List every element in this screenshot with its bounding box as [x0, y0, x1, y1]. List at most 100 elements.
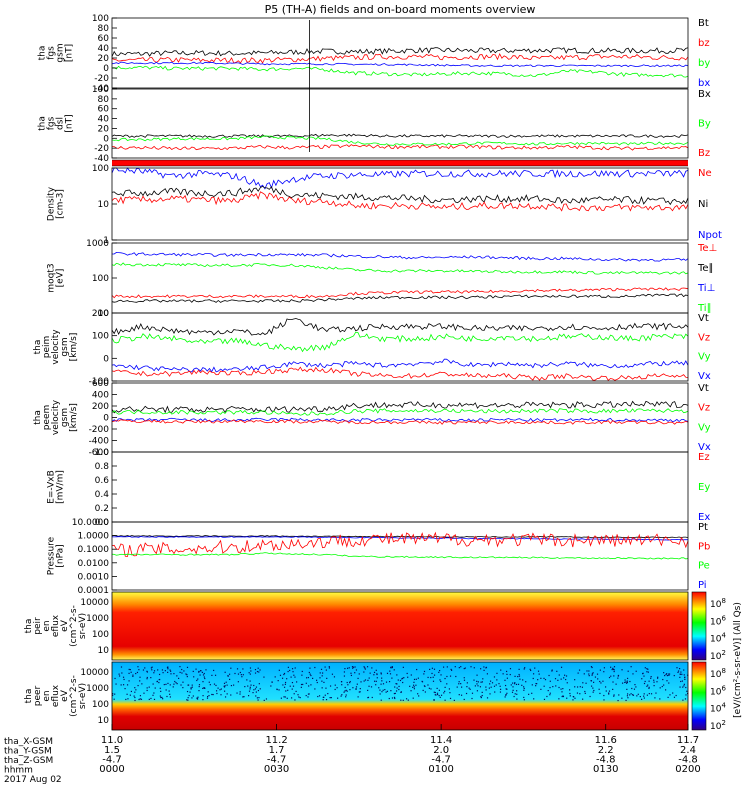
spectrogram-noise — [209, 684, 211, 686]
spectrogram-noise — [498, 683, 500, 685]
y-axis-label: tha peer en eflux eV (cm^2-s-sr-eV) — [24, 675, 88, 717]
spectrogram-noise — [336, 687, 338, 689]
legend-entry: Ni — [698, 199, 708, 210]
spectrogram-noise — [305, 682, 307, 684]
spectrogram-noise — [300, 683, 303, 686]
spectrogram-noise — [196, 698, 199, 700]
spectrogram-noise — [263, 676, 265, 678]
spectrogram-noise — [240, 674, 242, 676]
spectrogram-noise — [534, 667, 536, 669]
y-axis-label-line: eflux — [51, 684, 61, 707]
spectrogram-noise — [517, 683, 520, 685]
spectrogram-noise — [389, 673, 392, 675]
y-axis-label-line: peir — [33, 617, 43, 635]
series-line-green — [111, 65, 689, 78]
spectrogram-noise — [621, 682, 624, 684]
panel-frame — [111, 451, 689, 523]
spectrogram-noise — [368, 685, 370, 687]
spectrogram-noise — [518, 675, 521, 677]
spectrogram-noise — [181, 672, 183, 674]
spectrogram-noise — [249, 680, 251, 682]
spectrogram-noise — [591, 666, 593, 669]
spectrogram-noise — [673, 674, 675, 677]
spectrogram-noise — [355, 686, 358, 688]
spectrogram-noise — [280, 697, 282, 699]
y-axis-label-line: gsm — [60, 408, 70, 427]
spectrogram-noise — [113, 698, 115, 700]
spectrogram-noise — [629, 694, 631, 696]
spectrogram-noise — [625, 681, 627, 683]
spectrogram-noise — [428, 687, 430, 689]
spectrogram-noise — [201, 671, 203, 674]
spectrogram-noise — [458, 681, 460, 683]
spectrogram-noise — [283, 696, 285, 698]
footer-value: 2.0 — [433, 745, 449, 756]
spectrogram-noise — [385, 681, 388, 683]
spectrogram-noise — [594, 676, 597, 678]
spectrogram-noise — [635, 686, 637, 688]
spectrogram-noise — [343, 691, 345, 693]
spectrogram-noise — [118, 675, 121, 677]
spectrogram-noise — [490, 686, 492, 688]
spectrogram-noise — [618, 694, 620, 696]
spectrogram-noise — [662, 678, 664, 681]
y-tick-label: 10 — [98, 309, 110, 319]
spectrogram-noise — [491, 682, 494, 684]
spectrogram-noise — [418, 695, 420, 697]
footer-value: 1.7 — [269, 745, 285, 756]
spectrogram-noise — [450, 669, 453, 671]
legend-entry: Vz — [698, 332, 710, 343]
spectrogram-noise — [439, 696, 441, 698]
spectrogram-noise — [230, 684, 233, 687]
spectrogram-noise — [135, 689, 137, 691]
spectrogram-noise — [635, 670, 637, 672]
spectrogram-noise — [401, 678, 403, 680]
spectrogram-noise — [436, 693, 439, 696]
spectrogram-noise — [354, 666, 356, 668]
colorbar-tick-label: 106 — [710, 684, 726, 697]
spectrogram-noise — [253, 684, 255, 687]
footer-value: -4.8 — [596, 755, 616, 766]
spectrogram-noise — [440, 694, 443, 696]
spectrogram-noise — [163, 683, 165, 686]
spectrogram-noise — [648, 692, 650, 695]
spectrogram-noise — [380, 683, 382, 685]
panel-frame — [111, 382, 689, 453]
spectrogram-noise — [328, 667, 331, 669]
y-axis-label: tha peir en eflux eV (cm^2-s-sr-eV) — [24, 605, 88, 647]
spectrogram-noise — [615, 683, 617, 685]
spectrogram-noise — [183, 670, 185, 672]
spectrogram-noise — [186, 674, 188, 676]
spectrogram-noise — [192, 670, 194, 673]
footer-row-label: tha_Z-GSM — [4, 756, 53, 766]
spectrogram-noise — [367, 679, 369, 681]
spectrogram-noise — [650, 677, 652, 679]
spectrogram-noise — [292, 685, 295, 687]
spectrogram-noise — [681, 673, 683, 675]
spectrogram-noise — [661, 685, 663, 688]
spectrogram-noise — [626, 681, 628, 683]
spectrogram-noise — [168, 690, 170, 692]
footer-value: 0000 — [99, 764, 124, 775]
y-axis-label-line: fgs — [47, 46, 57, 60]
spectrogram-noise — [114, 677, 116, 680]
spectrogram-noise — [510, 684, 512, 686]
spectrogram-noise — [153, 698, 156, 700]
spectrogram-noise — [329, 685, 332, 687]
series-line-red — [111, 531, 689, 557]
spectrogram-noise — [395, 690, 398, 692]
colorbar-tick-label: 108 — [710, 667, 726, 680]
spectrogram-noise — [585, 682, 587, 684]
spectrogram-noise — [547, 689, 549, 692]
spectrogram-noise — [413, 688, 415, 690]
spectrogram-noise — [153, 672, 155, 674]
spectrogram-noise — [139, 676, 141, 678]
spectrogram-noise — [215, 690, 218, 692]
spectrogram-noise — [532, 677, 534, 680]
spectrogram-noise — [195, 668, 197, 670]
y-axis-label: tha peim velocity gsm [km/s] — [33, 329, 79, 365]
spectrogram-noise — [230, 694, 232, 696]
spectrogram-noise — [391, 666, 393, 669]
legend-entry: Vt — [698, 313, 709, 324]
